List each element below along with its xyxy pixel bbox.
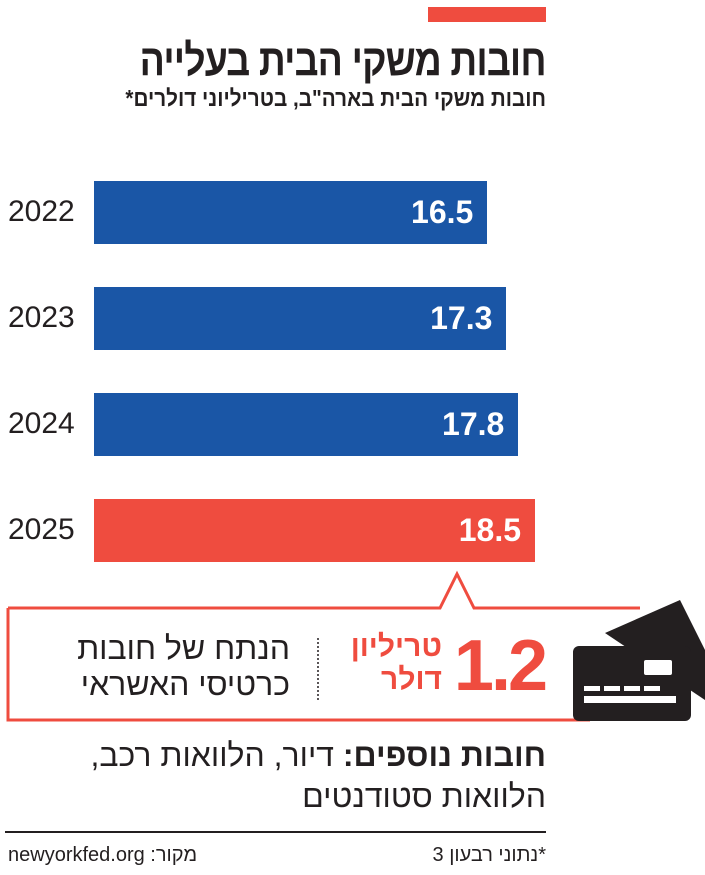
chart-title: חובות משקי הבית בעלייה — [139, 36, 547, 85]
bar-2022 — [94, 181, 488, 244]
amount-unit: טריליון דולר — [351, 630, 442, 696]
year-label: 2022 — [8, 195, 75, 228]
other-debts-label: חובות נוספים: — [342, 737, 546, 773]
callout-border — [6, 570, 640, 722]
accent-bar — [428, 7, 546, 22]
year-label: 2023 — [8, 301, 75, 334]
callout-description: הנתח של חובות כרטיסי האשראי — [0, 630, 290, 702]
data-label: 17.8 — [442, 406, 505, 442]
footer-divider — [5, 831, 546, 833]
data-label: 17.3 — [430, 300, 493, 336]
source-note: מקור: newyorkfed.org — [8, 844, 198, 866]
unit-line-1: טריליון — [350, 630, 442, 663]
credit-card-debt-amount: 1.2 — [453, 626, 548, 706]
footnote: *נתוני רבעון 3 — [432, 844, 546, 866]
other-debts: חובות נוספים: דיור, הלוואות רכב, הלוואות… — [6, 735, 546, 817]
desc-line-2: כרטיסי האשראי — [80, 666, 290, 702]
chart-subtitle: חובות משקי הבית בארה"ב, בטריליוני דולרים… — [125, 85, 547, 111]
bar-2024 — [94, 393, 519, 456]
unit-line-2: דולר — [381, 663, 442, 696]
other-debts-text: דיור, הלוואות רכב, הלוואות סטודנטים — [90, 737, 546, 814]
bar-2023 — [94, 287, 507, 350]
desc-line-1: הנתח של חובות — [77, 630, 290, 666]
data-label: 18.5 — [458, 512, 521, 548]
year-label: 2024 — [8, 407, 75, 440]
credit-card-icon — [573, 600, 705, 721]
data-label: 16.5 — [411, 194, 474, 230]
callout-box — [6, 570, 705, 722]
year-label: 2025 — [8, 513, 75, 546]
bar-2025 — [94, 499, 535, 562]
